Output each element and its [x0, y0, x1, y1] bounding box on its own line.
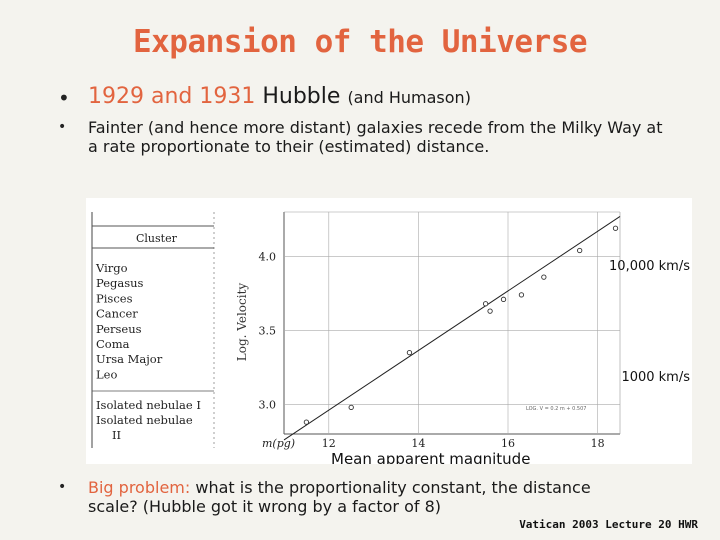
x-tick-label: 12 — [322, 437, 336, 450]
data-point — [348, 404, 354, 411]
cluster-header: Cluster — [136, 232, 178, 245]
cluster-row: Virgo — [95, 261, 128, 275]
footer-credit: Vatican 2003 Lecture 20 HWR — [519, 518, 698, 531]
y-tick-label: 4.0 — [259, 250, 277, 263]
cluster-row: Leo — [96, 367, 117, 381]
cluster-row: Ursa Major — [96, 352, 163, 366]
cluster-extra-row: II — [112, 428, 121, 442]
big-problem-rest: the distance scale? (Hubble got it wrong… — [88, 478, 591, 516]
data-point — [500, 296, 507, 302]
y-axis-label: Log. Velocity — [235, 283, 249, 362]
bullet-text: Fainter (and hence more distant) galaxie… — [88, 118, 663, 156]
x-tick-label: 14 — [411, 437, 425, 450]
cluster-extra-row: Isolated nebulae I — [96, 398, 201, 412]
bullet-text: 1929 and 1931 Hubble (and Humason) — [88, 84, 471, 109]
data-point — [577, 247, 583, 254]
data-point — [487, 308, 493, 314]
annotation-1000: 1000 km/s — [621, 370, 690, 385]
cluster-row: Coma — [96, 337, 130, 351]
x-tick-label: 18 — [591, 437, 605, 450]
chart-frame — [283, 211, 621, 435]
fit-line — [283, 216, 621, 441]
data-point — [303, 419, 310, 425]
y-tick-label: 3.5 — [259, 324, 277, 337]
cluster-row: Pegasus — [96, 276, 144, 290]
data-point — [518, 292, 525, 298]
data-point — [482, 301, 489, 307]
gridlines — [284, 212, 620, 434]
bullet-years: 1929 and 1931 — [88, 84, 256, 109]
x-axis-label: m(pg) — [262, 437, 295, 450]
data-point — [406, 349, 413, 356]
x-tick-label: 16 — [501, 437, 515, 450]
y-ticks: 3.0 3.5 4.0 — [259, 250, 277, 411]
cluster-extra-row: Isolated nebulae — [96, 413, 193, 427]
x-axis-caption: Mean apparent magnitude — [331, 450, 530, 464]
annotation-10000: 10,000 km/s — [609, 259, 690, 274]
bullet-dot: • — [58, 119, 67, 135]
bullet-hubble-name: Hubble — [262, 84, 341, 109]
big-problem-lead: Big problem: — [88, 478, 191, 497]
hubble-figure: Cluster Virgo Pegasus Pisces Cancer Perseus C… — [86, 198, 692, 468]
data-points — [303, 225, 619, 425]
bullet-humason: (and Humason) — [347, 88, 471, 107]
slide-title: Expansion of the Universe — [132, 24, 588, 60]
fit-formula: LOG. V = 0.2 m + 0.507 — [526, 406, 586, 412]
bullet-text: Big problem: what is the proportionality… — [88, 478, 608, 516]
y-tick-label: 3.0 — [259, 398, 277, 411]
cluster-row: Perseus — [96, 322, 142, 336]
bullet-dot: • — [58, 86, 70, 110]
cluster-row: Cancer — [96, 307, 138, 321]
big-problem-question: what is the proportionality constant, — [195, 478, 487, 497]
data-point — [541, 274, 547, 280]
bullet-dot: • — [58, 479, 67, 495]
cluster-row: Pisces — [96, 291, 133, 305]
x-ticks: 12 14 16 18 — [322, 437, 605, 450]
data-point — [612, 225, 619, 231]
